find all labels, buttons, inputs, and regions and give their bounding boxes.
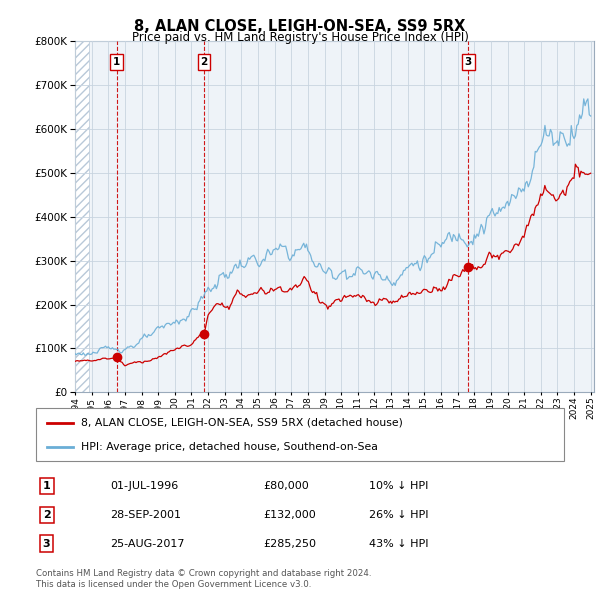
Bar bbox=[75, 41, 89, 392]
Text: 8, ALAN CLOSE, LEIGH-ON-SEA, SS9 5RX: 8, ALAN CLOSE, LEIGH-ON-SEA, SS9 5RX bbox=[134, 19, 466, 34]
Text: 2: 2 bbox=[43, 510, 50, 520]
Text: £285,250: £285,250 bbox=[263, 539, 316, 549]
Text: Price paid vs. HM Land Registry's House Price Index (HPI): Price paid vs. HM Land Registry's House … bbox=[131, 31, 469, 44]
Text: 3: 3 bbox=[465, 57, 472, 67]
Text: 3: 3 bbox=[43, 539, 50, 549]
Text: 28-SEP-2001: 28-SEP-2001 bbox=[110, 510, 181, 520]
Text: Contains HM Land Registry data © Crown copyright and database right 2024.
This d: Contains HM Land Registry data © Crown c… bbox=[36, 569, 371, 589]
Text: 1: 1 bbox=[113, 57, 120, 67]
Text: £80,000: £80,000 bbox=[263, 481, 309, 491]
Text: 2: 2 bbox=[200, 57, 208, 67]
Text: 26% ↓ HPI: 26% ↓ HPI bbox=[368, 510, 428, 520]
Text: 1: 1 bbox=[43, 481, 50, 491]
Text: £132,000: £132,000 bbox=[263, 510, 316, 520]
Text: HPI: Average price, detached house, Southend-on-Sea: HPI: Average price, detached house, Sout… bbox=[81, 442, 378, 452]
Text: 8, ALAN CLOSE, LEIGH-ON-SEA, SS9 5RX (detached house): 8, ALAN CLOSE, LEIGH-ON-SEA, SS9 5RX (de… bbox=[81, 418, 403, 428]
Text: 43% ↓ HPI: 43% ↓ HPI bbox=[368, 539, 428, 549]
Text: 01-JUL-1996: 01-JUL-1996 bbox=[110, 481, 178, 491]
Text: 25-AUG-2017: 25-AUG-2017 bbox=[110, 539, 184, 549]
Text: 10% ↓ HPI: 10% ↓ HPI bbox=[368, 481, 428, 491]
Bar bbox=[75, 41, 89, 392]
